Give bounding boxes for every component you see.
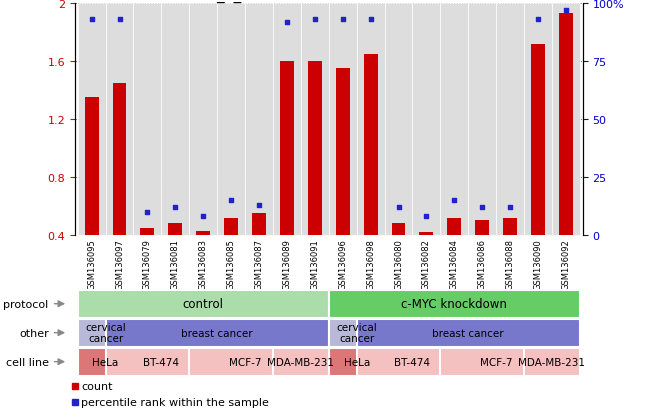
Point <box>449 197 460 204</box>
Text: GDS2526 / 234496_x_at: GDS2526 / 234496_x_at <box>72 0 257 3</box>
FancyBboxPatch shape <box>440 4 468 235</box>
Text: MDA-MB-231: MDA-MB-231 <box>268 357 335 367</box>
FancyBboxPatch shape <box>552 4 580 235</box>
FancyBboxPatch shape <box>77 290 329 318</box>
Point <box>337 17 348 24</box>
Bar <box>419 233 434 235</box>
Text: BT-474: BT-474 <box>395 357 430 367</box>
Point <box>254 202 264 209</box>
FancyBboxPatch shape <box>385 4 413 235</box>
Text: BT-474: BT-474 <box>143 357 180 367</box>
Bar <box>503 218 517 235</box>
Text: control: control <box>183 297 224 311</box>
Bar <box>308 62 322 235</box>
FancyBboxPatch shape <box>273 348 329 376</box>
FancyBboxPatch shape <box>77 319 133 347</box>
Text: HeLa: HeLa <box>344 357 370 367</box>
Text: HeLa: HeLa <box>92 357 118 367</box>
Text: percentile rank within the sample: percentile rank within the sample <box>81 397 269 407</box>
Bar <box>280 62 294 235</box>
FancyBboxPatch shape <box>105 319 329 347</box>
Bar <box>196 231 210 235</box>
Text: cervical
cancer: cervical cancer <box>85 323 126 343</box>
FancyBboxPatch shape <box>357 319 580 347</box>
Bar <box>475 221 489 235</box>
Point <box>142 209 152 216</box>
FancyBboxPatch shape <box>245 4 273 235</box>
Point <box>393 204 404 211</box>
FancyBboxPatch shape <box>301 4 329 235</box>
FancyBboxPatch shape <box>329 290 580 318</box>
Point <box>505 204 516 211</box>
Bar <box>447 218 462 235</box>
Point <box>421 214 432 220</box>
Text: breast cancer: breast cancer <box>182 328 253 338</box>
Text: breast cancer: breast cancer <box>432 328 504 338</box>
FancyBboxPatch shape <box>105 4 133 235</box>
Text: MCF-7: MCF-7 <box>229 357 261 367</box>
Text: cervical
cancer: cervical cancer <box>337 323 377 343</box>
Bar <box>252 214 266 235</box>
FancyBboxPatch shape <box>77 4 105 235</box>
Point <box>533 17 543 24</box>
Bar <box>85 98 98 235</box>
Bar <box>391 224 406 235</box>
Point <box>198 214 208 220</box>
FancyBboxPatch shape <box>133 4 161 235</box>
FancyBboxPatch shape <box>273 4 301 235</box>
FancyBboxPatch shape <box>189 348 301 376</box>
Text: protocol: protocol <box>3 299 49 309</box>
Text: other: other <box>19 328 49 338</box>
FancyBboxPatch shape <box>357 348 468 376</box>
Bar <box>113 83 126 235</box>
Point <box>282 19 292 26</box>
Bar <box>559 14 573 235</box>
Text: cell line: cell line <box>6 357 49 367</box>
FancyBboxPatch shape <box>329 319 385 347</box>
Bar <box>141 228 154 235</box>
Point <box>170 204 180 211</box>
Text: MDA-MB-231: MDA-MB-231 <box>518 357 585 367</box>
FancyBboxPatch shape <box>329 348 385 376</box>
FancyBboxPatch shape <box>496 4 524 235</box>
FancyBboxPatch shape <box>440 348 552 376</box>
Bar <box>364 55 378 235</box>
Text: MCF-7: MCF-7 <box>480 357 512 367</box>
FancyBboxPatch shape <box>77 348 133 376</box>
FancyBboxPatch shape <box>161 4 189 235</box>
Text: count: count <box>81 381 113 391</box>
Bar <box>224 218 238 235</box>
FancyBboxPatch shape <box>524 348 580 376</box>
Bar <box>336 69 350 235</box>
FancyBboxPatch shape <box>329 4 357 235</box>
FancyBboxPatch shape <box>413 4 440 235</box>
Point <box>365 17 376 24</box>
Point <box>226 197 236 204</box>
Point <box>87 17 97 24</box>
Point <box>561 8 571 14</box>
FancyBboxPatch shape <box>189 4 217 235</box>
Point <box>115 17 125 24</box>
Point <box>477 204 488 211</box>
FancyBboxPatch shape <box>468 4 496 235</box>
FancyBboxPatch shape <box>105 348 217 376</box>
Bar <box>169 224 182 235</box>
Text: c-MYC knockdown: c-MYC knockdown <box>402 297 507 311</box>
Bar <box>531 45 545 235</box>
FancyBboxPatch shape <box>217 4 245 235</box>
FancyBboxPatch shape <box>524 4 552 235</box>
Point <box>310 17 320 24</box>
FancyBboxPatch shape <box>357 4 385 235</box>
